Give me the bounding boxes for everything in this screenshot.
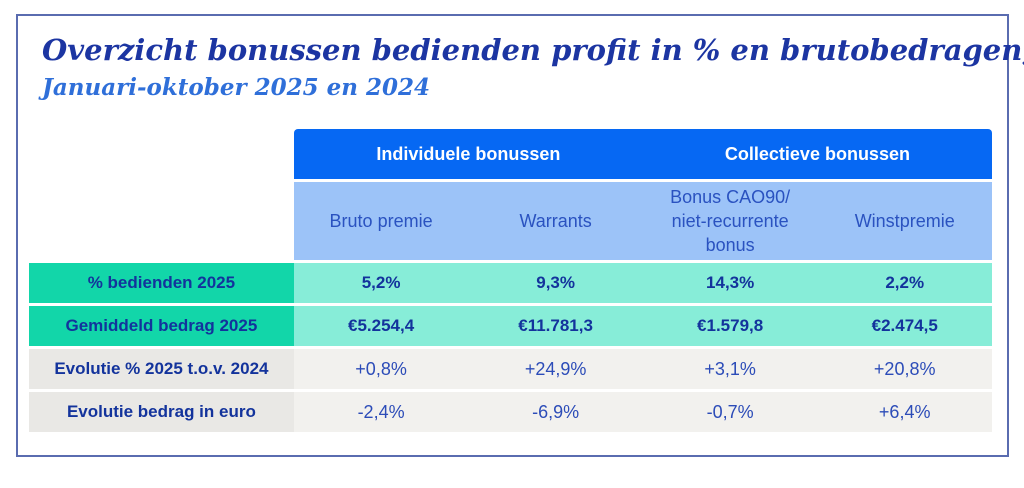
- cell-value: 5,2%: [293, 263, 469, 303]
- column-header-bonus-cao90: Bonus CAO90/ niet-recurrente bonus: [642, 182, 818, 260]
- cell-value: +6,4%: [817, 392, 992, 432]
- column-header-row: Bruto premie Warrants Bonus CAO90/ niet-…: [29, 182, 992, 260]
- group-header-collectieve-bonussen: Collectieve bonussen: [642, 129, 992, 179]
- bonus-table: Individuele bonussen Collectieve bonusse…: [29, 126, 992, 435]
- cell-value: €5.254,4: [293, 306, 469, 346]
- row-label: Evolutie % 2025 t.o.v. 2024: [29, 349, 294, 389]
- table-row-gemiddeld-bedrag-2025: Gemiddeld bedrag 2025 €5.254,4 €11.781,3…: [29, 306, 992, 346]
- cell-value: €1.579,8: [642, 306, 818, 346]
- cell-value: 9,3%: [468, 263, 643, 303]
- group-header-individuele-bonussen: Individuele bonussen: [293, 129, 643, 179]
- page-subtitle: Januari-oktober 2025 en 2024: [42, 74, 431, 101]
- cell-value: €2.474,5: [817, 306, 992, 346]
- column-header-winstpremie: Winstpremie: [817, 182, 992, 260]
- corner-spacer: [29, 182, 294, 260]
- column-header-warrants: Warrants: [468, 182, 643, 260]
- table-row-evolutie-pct: Evolutie % 2025 t.o.v. 2024 +0,8% +24,9%…: [29, 349, 992, 389]
- card: Overzicht bonussen bedienden profit in %…: [16, 14, 1024, 457]
- corner-spacer: [29, 129, 294, 179]
- row-label: Evolutie bedrag in euro: [29, 392, 294, 432]
- table-row-pct-bedienden-2025: % bedienden 2025 5,2% 9,3% 14,3% 2,2%: [29, 263, 992, 303]
- cell-value: +20,8%: [817, 349, 992, 389]
- table-row-evolutie-bedrag: Evolutie bedrag in euro -2,4% -6,9% -0,7…: [29, 392, 992, 432]
- cell-value: €11.781,3: [468, 306, 643, 346]
- cell-value: -6,9%: [468, 392, 643, 432]
- cell-value: 2,2%: [817, 263, 992, 303]
- row-label: Gemiddeld bedrag 2025: [29, 306, 294, 346]
- cell-value: -2,4%: [293, 392, 469, 432]
- cell-value: +3,1%: [642, 349, 818, 389]
- row-label: % bedienden 2025: [29, 263, 294, 303]
- bonus-table-wrapper: Individuele bonussen Collectieve bonusse…: [29, 126, 992, 435]
- group-header-row: Individuele bonussen Collectieve bonusse…: [29, 129, 992, 179]
- column-header-bruto-premie: Bruto premie: [293, 182, 469, 260]
- cell-value: +24,9%: [468, 349, 643, 389]
- page-title: Overzicht bonussen bedienden profit in %…: [42, 33, 1024, 67]
- cell-value: 14,3%: [642, 263, 818, 303]
- cell-value: +0,8%: [293, 349, 469, 389]
- cell-value: -0,7%: [642, 392, 818, 432]
